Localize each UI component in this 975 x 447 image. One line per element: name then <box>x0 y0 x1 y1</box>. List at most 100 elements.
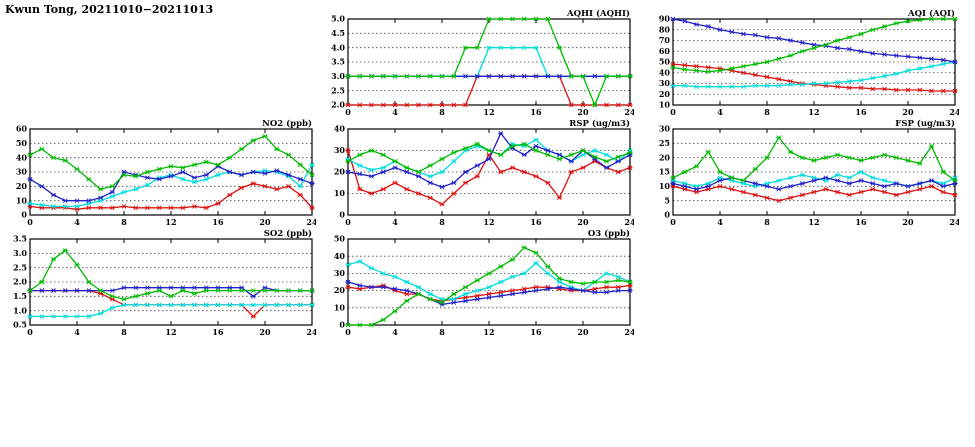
y-tick-label: 30 <box>659 124 671 134</box>
series-markers-cyan <box>670 59 958 90</box>
chart-aqi: AQI (AQI) 10 20 30 40 50 60 70 80 90 0 4 8 12 16 20 24 <box>643 8 961 126</box>
x-tick-label: 4 <box>392 217 398 227</box>
x-tick-label: 20 <box>902 107 914 117</box>
y-tick-label: 3.5 <box>331 57 345 67</box>
series-markers-blue <box>27 163 315 204</box>
x-tick-label: 16 <box>855 107 867 117</box>
y-tick-label: 5.0 <box>331 14 345 24</box>
chart-no2: NO2 (ppb) 0 10 20 30 40 50 60 0 4 8 12 16 20 24 <box>0 118 318 236</box>
x-tick-label: 4 <box>74 327 80 337</box>
chart-title: AQHI (AQHI) <box>566 8 630 19</box>
y-tick-label: 10 <box>334 302 346 312</box>
series-markers-green <box>27 248 315 302</box>
y-tick-label: 60 <box>16 124 28 134</box>
series-markers-blue <box>670 16 958 65</box>
series-markers-blue <box>345 130 633 190</box>
y-tick-label: 2.0 <box>13 277 27 287</box>
y-tick-label: 2.0 <box>331 100 345 110</box>
y-tick-label: 4.0 <box>331 42 345 52</box>
y-tick-label: 3.5 <box>13 234 27 244</box>
chart-svg-so2: SO2 (ppb) 0.5 1.0 1.5 2.0 2.5 3.0 3.5 0 4 8 12 16 20 2… <box>13 228 318 337</box>
y-tick-label: 40 <box>334 124 346 134</box>
x-tick-label: 12 <box>483 107 494 117</box>
x-tick-label: 12 <box>165 217 176 227</box>
x-tick-label: 20 <box>259 327 271 337</box>
chart-svg-o3: O3 (ppb) 0 10 20 30 40 50 0 4 8 12 16 20 24 <box>334 228 636 337</box>
y-tick-label: 2.5 <box>331 85 345 95</box>
chart-svg-fsp: FSP (ug/m3) 0 5 10 15 20 25 30 0 4 8 12 16 20 24 <box>659 118 961 227</box>
y-tick-label: 1.5 <box>13 291 27 301</box>
y-tick-label: 20 <box>16 181 28 191</box>
y-tick-label: 5 <box>664 195 670 205</box>
x-tick-label: 24 <box>624 107 634 117</box>
x-tick-label: 4 <box>717 217 723 227</box>
chart-so2: SO2 (ppb) 0.5 1.0 1.5 2.0 2.5 3.0 3.5 0 4 8 12 16 20 2… <box>0 228 318 346</box>
series-line-cyan <box>672 171 956 187</box>
series-markers-red <box>670 61 958 94</box>
chart-svg-no2: NO2 (ppb) 0 10 20 30 40 50 60 0 4 8 12 16 20 24 <box>16 118 318 227</box>
y-tick-label: 0.5 <box>13 320 27 330</box>
plot-frame <box>347 238 631 326</box>
y-tick-label: 40 <box>16 152 28 162</box>
series-markers-red <box>27 288 315 319</box>
y-tick-label: 50 <box>659 57 671 67</box>
x-tick-label: 12 <box>165 327 176 337</box>
x-tick-label: 16 <box>530 217 542 227</box>
series-markers-cyan <box>670 169 958 189</box>
y-tick-label: 90 <box>659 14 671 24</box>
plot-frame <box>672 128 956 216</box>
y-tick-label: 20 <box>334 285 346 295</box>
x-tick-label: 20 <box>259 217 271 227</box>
x-tick-label: 8 <box>764 217 770 227</box>
y-tick-label: 0 <box>21 210 27 220</box>
y-tick-label: 10 <box>16 195 28 205</box>
series-line-red <box>30 289 312 318</box>
y-tick-label: 10 <box>659 181 671 191</box>
x-tick-label: 0 <box>670 107 676 117</box>
y-tick-label: 40 <box>334 251 346 261</box>
x-tick-label: 16 <box>530 107 542 117</box>
series-line-green <box>29 135 313 190</box>
x-tick-label: 12 <box>808 107 819 117</box>
y-tick-label: 60 <box>659 46 671 56</box>
x-tick-label: 24 <box>306 327 316 337</box>
series-markers-green <box>27 133 315 192</box>
page-title: Kwun Tong, 20211010−20211013 <box>5 3 214 16</box>
y-tick-label: 50 <box>16 138 28 148</box>
x-tick-label: 0 <box>345 217 351 227</box>
y-tick-label: 80 <box>659 24 671 34</box>
x-tick-label: 20 <box>902 217 914 227</box>
x-tick-label: 24 <box>949 217 959 227</box>
plot-frame <box>29 238 313 326</box>
series-line-red <box>672 185 956 202</box>
y-tick-label: 30 <box>334 268 346 278</box>
series-markers-green <box>670 135 958 183</box>
y-tick-label: 3.0 <box>331 71 345 81</box>
series-markers-green <box>345 141 633 175</box>
y-tick-label: 15 <box>659 167 670 177</box>
series-markers-cyan <box>27 162 315 209</box>
y-tick-label: 20 <box>334 167 346 177</box>
y-tick-label: 10 <box>334 188 346 198</box>
x-tick-label: 4 <box>392 107 398 117</box>
chart-title: SO2 (ppb) <box>264 228 312 239</box>
x-tick-label: 16 <box>212 217 224 227</box>
x-tick-label: 4 <box>717 107 723 117</box>
y-tick-label: 4.5 <box>331 28 345 38</box>
series-line-green <box>672 136 956 182</box>
y-tick-label: 30 <box>659 78 671 88</box>
chart-svg-rsp: RSP (ug/m3) 0 10 20 30 40 0 4 8 12 16 20 24 <box>334 118 636 227</box>
y-tick-label: 40 <box>659 67 671 77</box>
y-tick-label: 3.0 <box>13 248 27 258</box>
x-tick-label: 8 <box>439 107 445 117</box>
y-tick-label: 25 <box>659 138 670 148</box>
series-markers-red <box>27 181 315 212</box>
x-tick-label: 0 <box>345 327 351 337</box>
chart-title: RSP (ug/m3) <box>569 118 630 129</box>
x-tick-label: 12 <box>483 327 494 337</box>
y-tick-label: 30 <box>334 145 346 155</box>
series-markers-cyan <box>345 259 633 302</box>
x-tick-label: 0 <box>27 217 33 227</box>
series-markers-green <box>345 245 633 328</box>
x-tick-label: 24 <box>624 327 634 337</box>
